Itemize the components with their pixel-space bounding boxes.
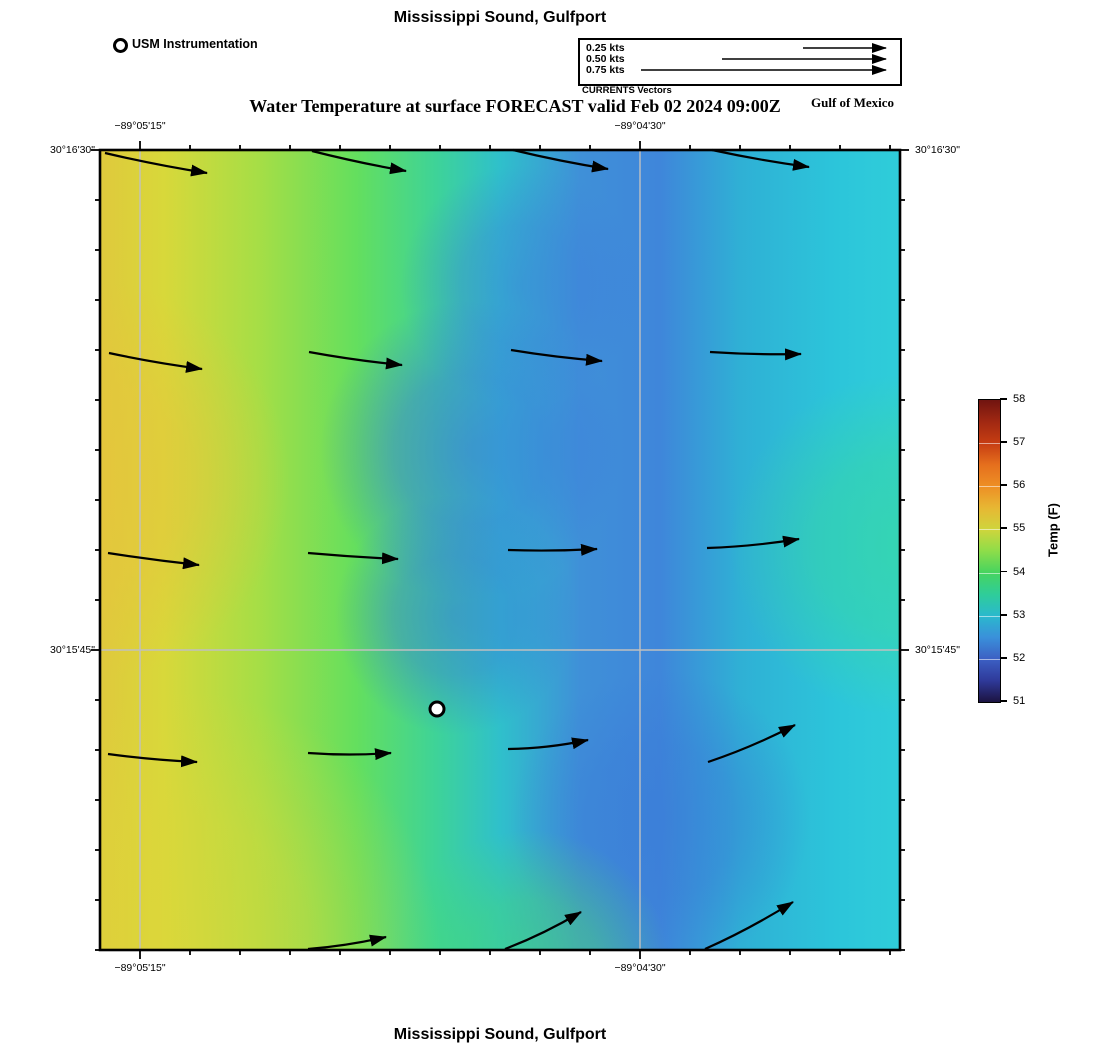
- current-vector-arrow: [711, 148, 810, 171]
- current-vector-arrow: [709, 348, 802, 361]
- currents-legend-arrows: [641, 43, 887, 75]
- x-tick-label-top-right: −89°04'30": [614, 120, 666, 132]
- current-vector-arrow: [504, 911, 582, 951]
- colorbar-tick-label: 58: [1013, 393, 1026, 405]
- colorbar-tick-label: 53: [1013, 608, 1026, 621]
- colorbar-tick: [1000, 441, 1007, 443]
- x-tick-label-top-left: −89°05'15": [114, 120, 166, 132]
- colorbar-tick: [1000, 700, 1007, 702]
- currents-legend-box: 0.25 kts 0.50 kts 0.75 kts: [578, 38, 902, 86]
- x-tick-label-bottom-right: −89°04'30": [614, 962, 666, 974]
- current-vector-arrow: [706, 535, 800, 550]
- colorbar-tick: [1000, 484, 1007, 487]
- page-title: Mississippi Sound, Gulfport: [393, 9, 607, 26]
- current-vector-arrow: [104, 151, 208, 177]
- colorbar-gridline: [979, 572, 1000, 574]
- current-vector-arrow: [704, 901, 794, 951]
- circle-marker-icon: [113, 38, 128, 53]
- colorbar-tick: [1000, 527, 1007, 530]
- forecast-subtitle: Water Temperature at surface FORECAST va…: [249, 96, 781, 116]
- colorbar-gridline: [979, 443, 1000, 445]
- current-vector-arrow: [107, 551, 200, 570]
- y-tick-label-left-bottom: 30°15'45": [50, 644, 95, 656]
- colorbar-tick-label: 52: [1013, 651, 1026, 664]
- colorbar-tick: [1000, 613, 1007, 616]
- usm-station-marker: [428, 700, 446, 718]
- colorbar-tick-label: 54: [1013, 565, 1026, 578]
- colorbar-tick: [1000, 656, 1007, 659]
- colorbar-title: Temp (F): [1045, 503, 1061, 557]
- current-vector-arrow: [311, 149, 407, 175]
- currents-legend-item: 0.50 kts: [586, 53, 625, 65]
- current-vector-arrow: [108, 351, 203, 373]
- temperature-map: [91, 141, 909, 959]
- currents-legend-caption: CURRENTS Vectors: [582, 85, 672, 96]
- station-legend-label: USM Instrumentation: [132, 37, 258, 51]
- currents-legend-item: 0.25 kts: [586, 42, 625, 54]
- current-vector-arrow: [512, 148, 609, 173]
- current-vector-arrow: [307, 551, 399, 565]
- colorbar-tick-label: 56: [1013, 479, 1026, 492]
- colorbar-tick-label: 55: [1013, 522, 1026, 535]
- colorbar-tick: [1000, 570, 1007, 573]
- colorbar-tick: [1000, 398, 1007, 400]
- y-tick-label-right-top: 30°16'30": [915, 144, 960, 156]
- current-vector-arrow: [507, 737, 589, 751]
- current-vector-arrow: [307, 934, 387, 951]
- bottom-title: Mississippi Sound, Gulfport: [393, 1026, 607, 1043]
- region-label: Gulf of Mexico: [811, 95, 895, 110]
- current-vector-arrow: [707, 724, 796, 764]
- colorbar-gridline: [979, 529, 1000, 531]
- y-tick-label-left-top: 30°16'30": [50, 144, 95, 156]
- x-tick-label-bottom-left: −89°05'15": [114, 962, 166, 974]
- colorbar: [978, 399, 1001, 703]
- current-vector-arrow: [510, 348, 603, 366]
- current-vector-arrow: [307, 748, 392, 761]
- currents-legend-item: 0.75 kts: [586, 64, 625, 76]
- colorbar-gridline: [979, 658, 1000, 660]
- current-vector-arrow: [308, 350, 403, 370]
- colorbar-gridline: [979, 615, 1000, 617]
- colorbar-ticks: 58 57 56 55 54 53 52 51: [978, 393, 1038, 707]
- colorbar-tick-label: 51: [1013, 695, 1026, 707]
- y-tick-label-right-bottom: 30°15'45": [915, 644, 960, 656]
- colorbar-gridline: [979, 486, 1000, 488]
- colorbar-tick-label: 57: [1013, 436, 1026, 449]
- current-vector-arrow: [507, 543, 598, 556]
- current-vector-arrow: [107, 752, 198, 768]
